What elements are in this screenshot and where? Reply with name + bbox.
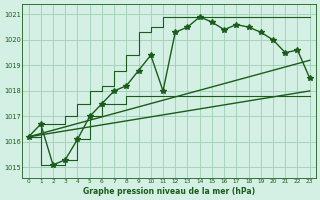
X-axis label: Graphe pression niveau de la mer (hPa): Graphe pression niveau de la mer (hPa): [83, 187, 255, 196]
